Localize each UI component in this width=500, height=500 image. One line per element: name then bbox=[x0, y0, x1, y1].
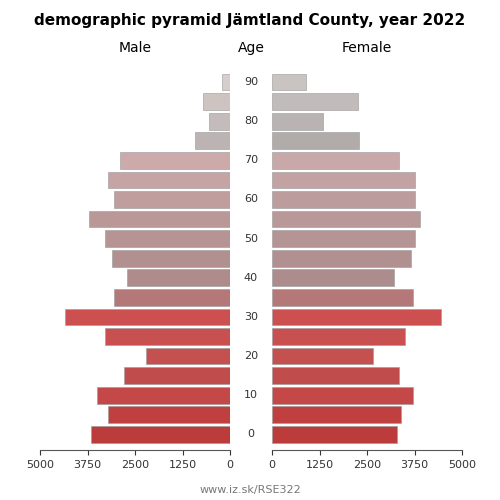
Bar bbox=[108, 406, 230, 423]
Bar bbox=[146, 348, 230, 364]
Text: 60: 60 bbox=[244, 194, 258, 204]
Bar bbox=[114, 289, 230, 306]
Bar bbox=[272, 348, 372, 364]
Text: Male: Male bbox=[118, 41, 152, 55]
Text: 80: 80 bbox=[244, 116, 258, 126]
Bar bbox=[114, 191, 230, 208]
Text: 50: 50 bbox=[244, 234, 258, 243]
Bar bbox=[272, 210, 420, 228]
Bar bbox=[272, 250, 410, 266]
Bar bbox=[272, 289, 412, 306]
Text: 30: 30 bbox=[244, 312, 258, 322]
Bar bbox=[104, 230, 230, 247]
Bar bbox=[124, 367, 230, 384]
Text: 0: 0 bbox=[248, 430, 254, 440]
Text: demographic pyramid Jämtland County, year 2022: demographic pyramid Jämtland County, yea… bbox=[34, 12, 466, 28]
Bar bbox=[120, 152, 230, 169]
Bar bbox=[272, 172, 414, 188]
Bar bbox=[272, 152, 400, 169]
Bar bbox=[272, 191, 414, 208]
Bar bbox=[97, 387, 230, 404]
Text: Age: Age bbox=[238, 41, 264, 55]
Bar bbox=[272, 132, 360, 149]
Bar bbox=[272, 367, 400, 384]
Text: 40: 40 bbox=[244, 273, 258, 283]
Bar bbox=[208, 113, 230, 130]
Bar bbox=[108, 172, 230, 188]
Bar bbox=[272, 230, 414, 247]
Bar bbox=[272, 93, 358, 110]
Bar bbox=[272, 113, 324, 130]
Bar bbox=[202, 93, 230, 110]
Bar bbox=[272, 270, 394, 286]
Text: 10: 10 bbox=[244, 390, 258, 400]
Bar bbox=[272, 426, 398, 443]
Text: 20: 20 bbox=[244, 351, 258, 361]
Bar bbox=[112, 250, 230, 266]
Bar bbox=[104, 328, 230, 345]
Bar bbox=[90, 210, 230, 228]
Bar bbox=[222, 74, 230, 90]
Bar bbox=[195, 132, 230, 149]
Bar bbox=[64, 308, 230, 326]
Text: Female: Female bbox=[342, 41, 392, 55]
Text: 70: 70 bbox=[244, 156, 258, 166]
Bar bbox=[272, 74, 306, 90]
Text: www.iz.sk/RSE322: www.iz.sk/RSE322 bbox=[199, 485, 301, 495]
Bar bbox=[128, 270, 230, 286]
Bar bbox=[92, 426, 230, 443]
Text: 90: 90 bbox=[244, 77, 258, 87]
Bar bbox=[272, 308, 441, 326]
Bar bbox=[272, 406, 401, 423]
Bar bbox=[272, 387, 412, 404]
Bar bbox=[272, 328, 405, 345]
